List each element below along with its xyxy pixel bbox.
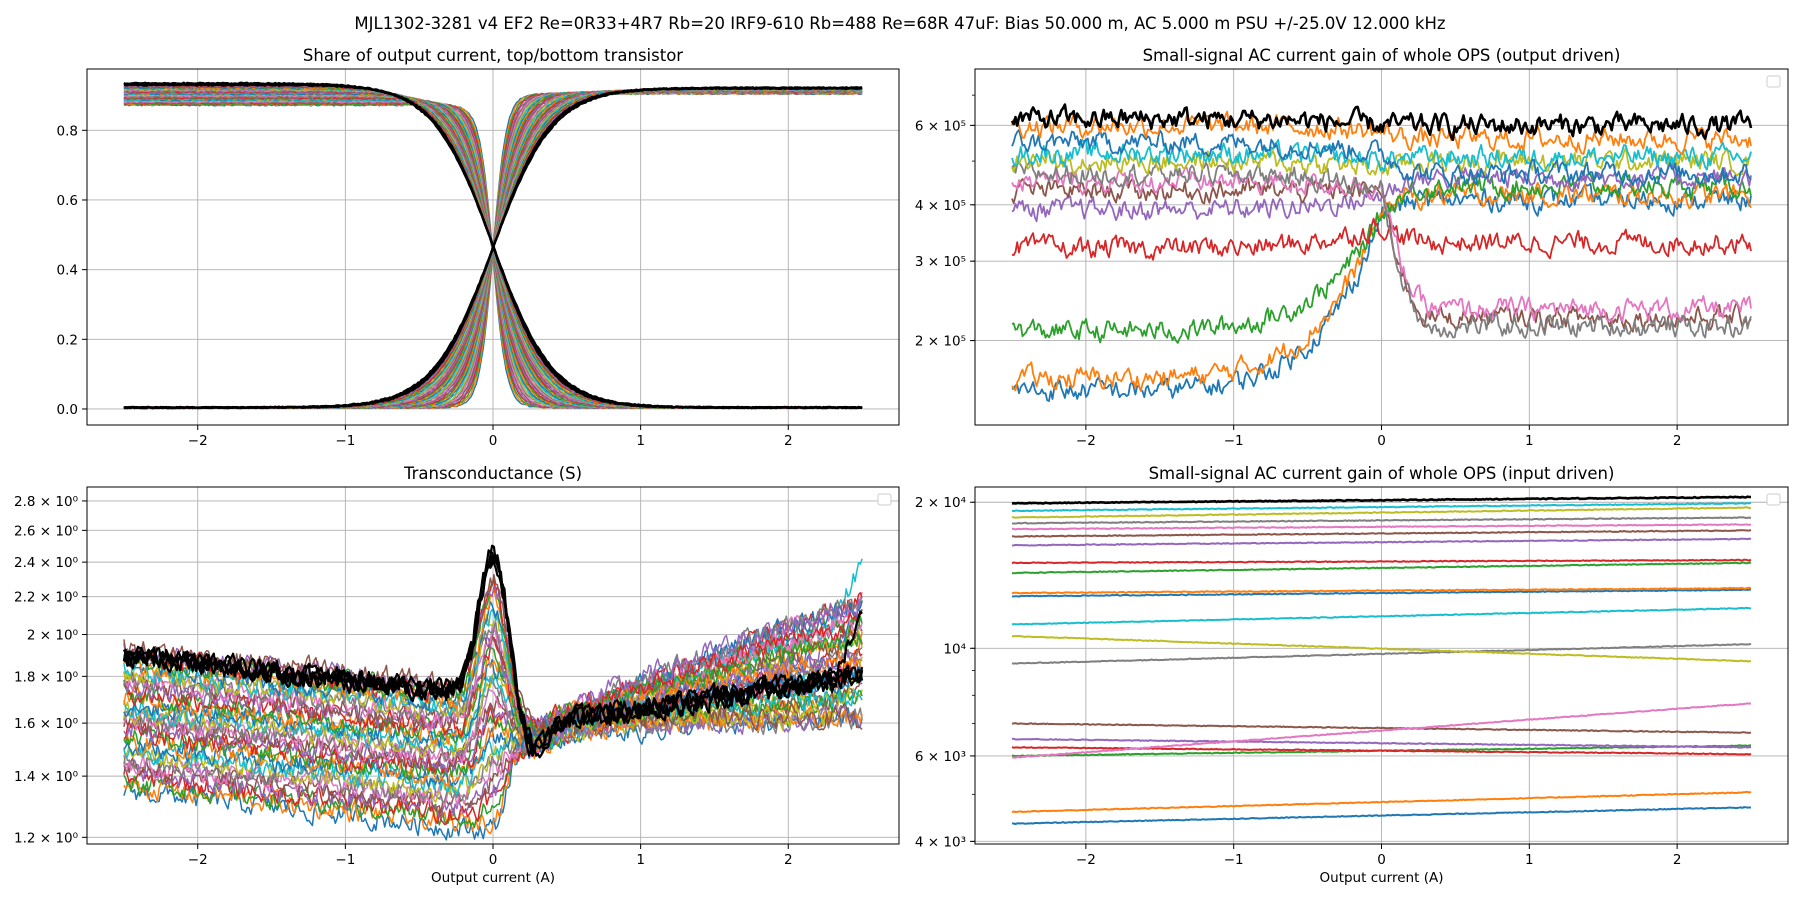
x-tick-label: 0 [1377,433,1386,449]
x-tick-label: −1 [1224,852,1244,868]
series-line [1011,523,1752,531]
series-line [123,608,863,737]
y-tick-label: 2 × 10⁴ [915,495,966,511]
y-tick-label: 1.8 × 10⁰ [14,669,78,685]
series-group [122,544,864,841]
series-line [1011,516,1752,525]
x-tick-label: 2 [1673,433,1682,449]
figure-suptitle: MJL1302-3281 v4 EF2 Re=0R33+4R7 Rb=20 IR… [354,14,1446,33]
axes-frame [974,68,1789,426]
y-tick-label: 3 × 10⁵ [915,254,966,270]
series-line [1011,588,1751,598]
x-tick-label: −2 [188,852,208,868]
series-line [123,586,863,726]
panel-ac_gain_input: Small-signal AC current gain of whole OP… [915,464,1789,886]
series-line [1011,217,1752,261]
series-line [1011,502,1752,513]
axes-frame [86,68,900,426]
y-tick-label: 10⁴ [943,641,966,657]
y-tick-label: 6 × 10³ [915,749,966,765]
x-tick-label: −2 [188,433,208,449]
y-tick-label: 0.6 [57,193,78,209]
y-tick-label: 0.4 [57,263,78,279]
series-group [1010,103,1753,402]
legend-box [877,493,892,506]
series-line [1011,737,1752,749]
x-tick-label: 1 [1525,852,1534,868]
y-tick-label: 2 × 10⁵ [915,334,966,350]
series-line [1012,702,1752,759]
y-tick-label: 0.8 [57,123,78,139]
series-line [1011,635,1752,663]
y-tick-label: 1.2 × 10⁰ [14,830,78,846]
x-axis-label: Output current (A) [431,870,555,886]
x-tick-label: −2 [1076,852,1096,868]
y-tick-label: 4 × 10³ [915,834,966,850]
y-tick-label: 2.4 × 10⁰ [14,555,78,571]
series-line [1011,160,1752,339]
chart-title: Small-signal AC current gain of whole OP… [1143,46,1621,65]
y-tick-label: 0.2 [57,332,78,348]
y-tick-label: 6 × 10⁵ [915,118,966,134]
x-tick-label: −1 [1224,433,1244,449]
legend-box [1766,75,1781,88]
y-tick-label: 1.4 × 10⁰ [14,769,78,785]
x-tick-label: −1 [335,852,355,868]
x-axis-label: Output current (A) [1320,870,1444,886]
series-line [1011,166,1752,323]
panel-ac_gain_output: Small-signal AC current gain of whole OP… [915,46,1789,449]
chart-title: Small-signal AC current gain of whole OP… [1149,464,1615,483]
x-tick-label: 2 [784,433,793,449]
series-line [1011,506,1752,519]
legend-box [1766,493,1781,506]
x-tick-label: 1 [636,852,645,868]
series-line [1011,128,1752,187]
series-line [1011,558,1752,565]
series-line [1010,103,1753,142]
x-tick-label: 2 [1673,852,1682,868]
series-line [1011,138,1752,173]
series-line [1011,586,1752,595]
x-tick-label: −2 [1076,433,1096,449]
series-line [1011,642,1752,665]
series-line [1011,606,1752,626]
series-line [1011,790,1752,814]
axes-frame [974,486,1789,845]
series-group [123,81,863,410]
series-group [1011,495,1752,825]
series-line [123,555,864,757]
series-line [1011,529,1752,538]
x-tick-label: 1 [636,433,645,449]
x-tick-label: −1 [335,433,355,449]
series-line [1011,806,1752,825]
y-tick-label: 2 × 10⁰ [27,628,78,644]
panel-transconductance: Transconductance (S) −2 −1 0 1 2 1.2 × 10⁰ 1.4 … [14,464,900,886]
series-line [1011,181,1752,392]
series-line [1011,537,1752,547]
x-tick-label: 0 [489,433,498,449]
series-line [123,630,863,737]
y-tick-label: 2.8 × 10⁰ [14,494,78,510]
series-line [1011,175,1752,333]
series-line [123,86,863,410]
y-tick-label: 0.0 [57,402,78,418]
y-tick-label: 2.2 × 10⁰ [14,590,78,606]
axes-frame [86,486,900,845]
y-tick-label: 2.6 × 10⁰ [14,523,78,539]
chart-title: Share of output current, top/bottom tran… [303,46,683,65]
x-tick-label: 0 [489,852,498,868]
x-tick-label: 2 [784,852,793,868]
series-line [1011,495,1751,505]
panel-share: Share of output current, top/bottom tran… [57,46,900,449]
series-line [1011,561,1752,575]
x-tick-label: 1 [1525,433,1534,449]
y-tick-label: 4 × 10⁵ [915,198,966,214]
x-tick-label: 0 [1377,852,1386,868]
series-line [1012,722,1752,734]
series-line [123,573,863,737]
chart-title: Transconductance (S) [403,464,582,483]
y-tick-label: 1.6 × 10⁰ [14,716,78,732]
series-line [1011,162,1752,223]
